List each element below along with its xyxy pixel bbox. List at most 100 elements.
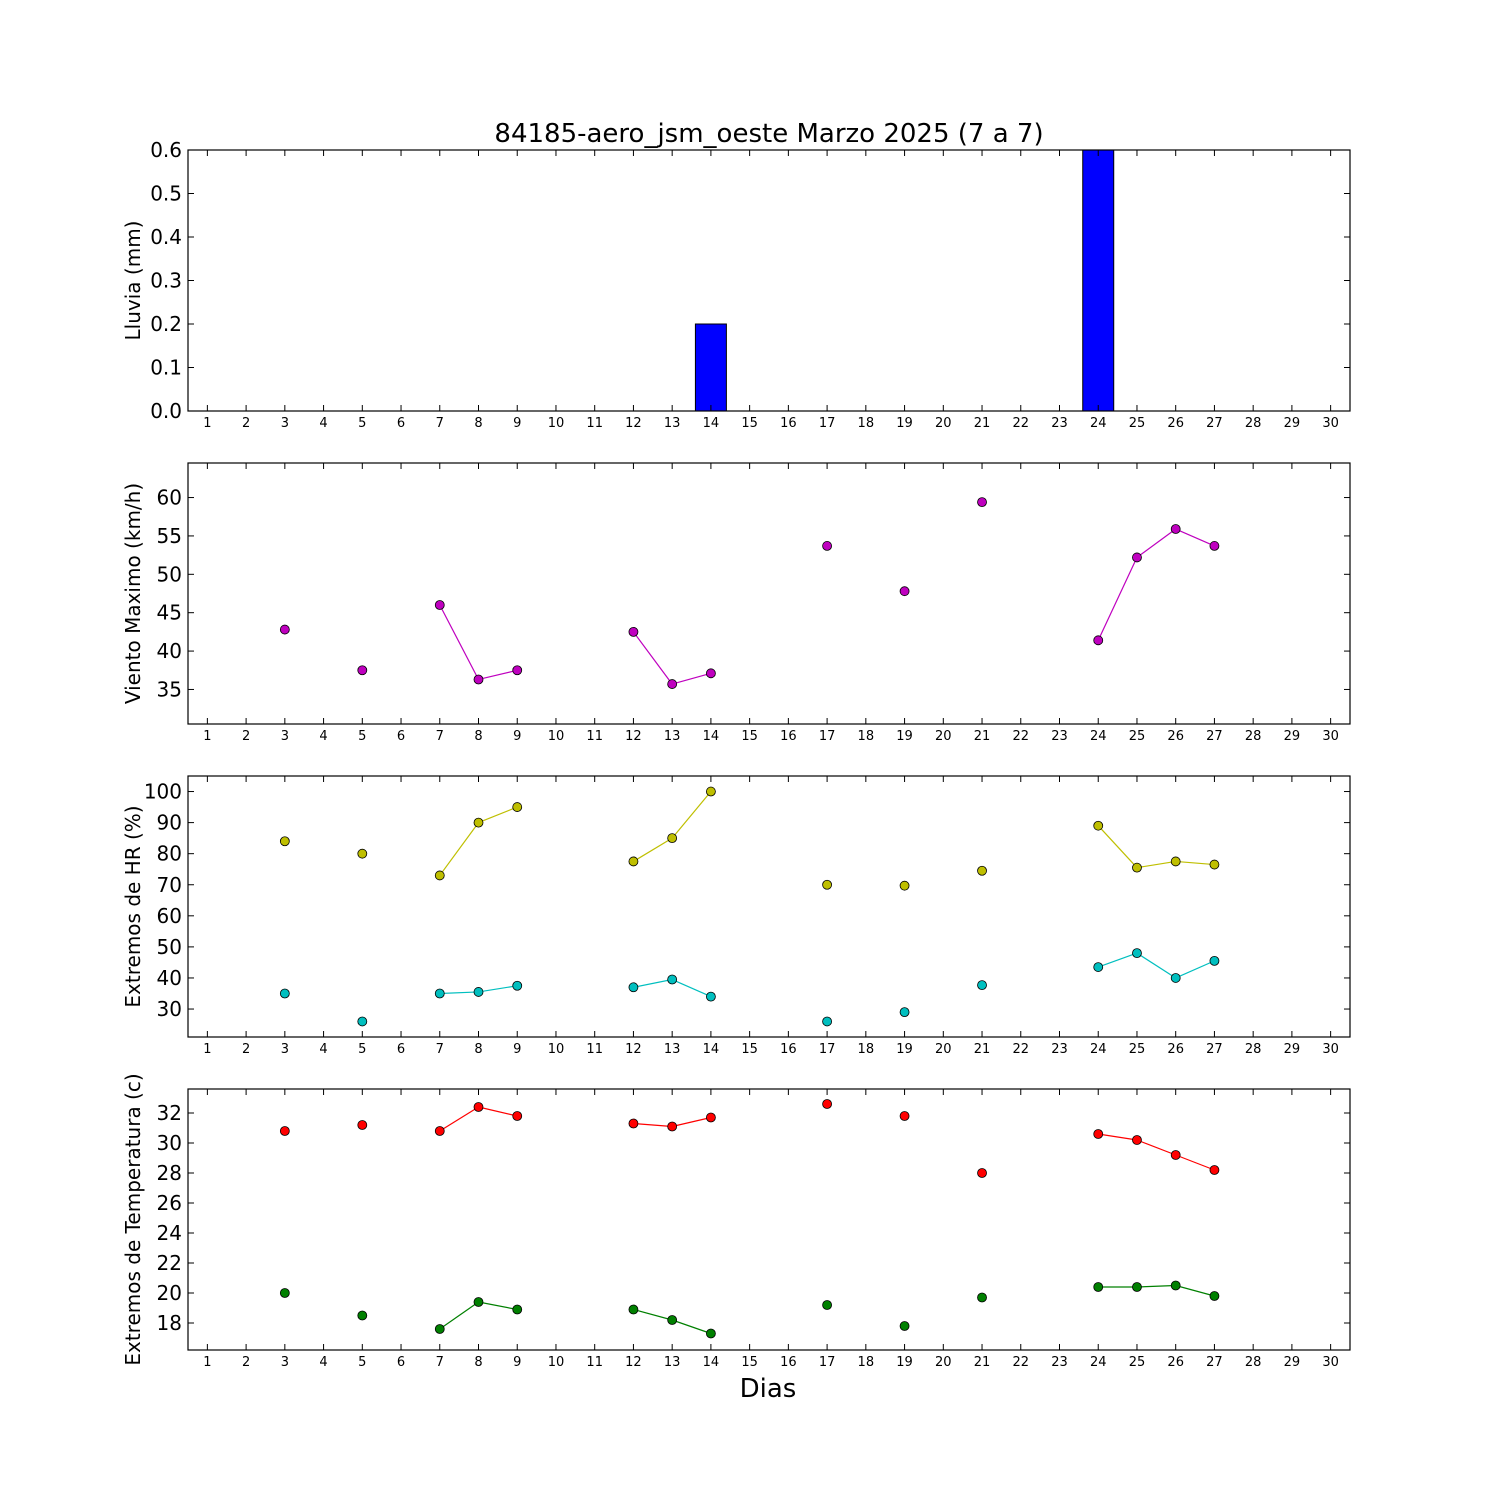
wind-series-0-segment	[1175, 528, 1215, 547]
temperature-x-tick-label: 27	[1206, 1355, 1223, 1370]
wind-series-0-segment	[439, 604, 480, 680]
temperature-series-0-point-day-12	[628, 1118, 639, 1129]
rain-x-tick-label: 20	[935, 416, 952, 431]
wind-x-tick-label: 9	[513, 729, 521, 744]
humidity-x-tick-label: 2	[242, 1042, 250, 1057]
humidity-series-0-segment	[633, 837, 673, 862]
humidity-series-0-point-day-26	[1170, 856, 1181, 867]
temperature-x-tick-label: 21	[974, 1355, 991, 1370]
wind-series-0-segment	[672, 672, 712, 685]
temperature-series-1-point-day-9	[512, 1304, 523, 1315]
wind-x-tick-label: 24	[1090, 729, 1107, 744]
temperature-x-tick-label: 25	[1129, 1355, 1146, 1370]
wind-series-0-segment	[478, 669, 518, 681]
humidity-x-tick-label: 14	[703, 1042, 720, 1057]
rain-y-axis-label: Lluvia (mm)	[121, 221, 145, 341]
humidity-series-0-segment	[1097, 825, 1138, 869]
humidity-series-1-point-day-14	[706, 991, 716, 1002]
temperature-x-tick-label: 28	[1245, 1355, 1262, 1370]
rain-x-tick-label: 17	[819, 416, 836, 431]
temperature-x-tick-label: 14	[703, 1355, 720, 1370]
humidity-x-tick-label: 27	[1206, 1042, 1223, 1057]
temperature-series-1-point-day-21	[977, 1292, 987, 1303]
rain-x-tick-label: 5	[358, 416, 366, 431]
wind-x-tick-label: 13	[664, 729, 681, 744]
humidity-series-1-segment	[478, 985, 518, 993]
humidity-y-tick-label: 70	[157, 873, 182, 897]
wind-y-tick-label: 50	[157, 562, 182, 586]
humidity-y-tick-label: 60	[157, 904, 182, 928]
humidity-series-0-point-day-13	[667, 833, 678, 844]
wind-series-0-point-day-21	[977, 497, 987, 508]
rain-x-tick-label: 27	[1206, 416, 1223, 431]
temperature-series-1-segment	[633, 1308, 673, 1321]
temperature-x-tick-label: 2	[242, 1355, 250, 1370]
humidity-x-tick-label: 9	[513, 1042, 521, 1057]
wind-series-0-segment	[1097, 557, 1138, 641]
temperature-x-tick-label: 8	[474, 1355, 482, 1370]
temperature-series-0-point-day-14	[706, 1112, 716, 1123]
rain-x-tick-label: 6	[397, 416, 405, 431]
temperature-x-tick-label: 16	[780, 1355, 797, 1370]
temperature-series-1-point-day-14	[706, 1328, 716, 1339]
rain-x-tick-label: 2	[242, 416, 250, 431]
temperature-y-tick-label: 30	[157, 1131, 182, 1155]
wind-series-0-point-day-24	[1093, 635, 1104, 646]
temperature-series-0-point-day-21	[977, 1168, 987, 1178]
humidity-x-tick-label: 10	[548, 1042, 565, 1057]
temperature-x-tick-label: 20	[935, 1355, 952, 1370]
humidity-series-1-point-day-9	[512, 980, 523, 991]
rain-y-tick-label: 0.3	[150, 269, 182, 293]
humidity-x-tick-label: 15	[741, 1042, 758, 1057]
humidity-x-tick-label: 21	[974, 1042, 991, 1057]
humidity-series-0-point-day-24	[1093, 820, 1104, 831]
wind-axes-frame	[187, 462, 1351, 725]
humidity-y-tick-label: 40	[157, 966, 182, 990]
humidity-series-1-point-day-7	[434, 988, 445, 999]
humidity-series-0-point-day-7	[434, 870, 445, 881]
rain-x-tick-label: 13	[664, 416, 681, 431]
wind-x-tick-label: 25	[1129, 729, 1146, 744]
rain-y-tick-label: 0.2	[150, 312, 182, 336]
humidity-series-0-segment	[671, 791, 712, 839]
rain-bar-day-24	[1082, 149, 1115, 412]
humidity-series-0-segment	[1175, 860, 1215, 866]
humidity-series-0-point-day-21	[977, 865, 987, 876]
humidity-series-0-point-day-5	[357, 848, 368, 859]
temperature-y-tick-label: 18	[157, 1311, 182, 1335]
temperature-series-1-point-day-27	[1209, 1291, 1220, 1301]
wind-x-tick-label: 2	[242, 729, 250, 744]
humidity-x-tick-label: 20	[935, 1042, 952, 1057]
temperature-series-1-segment	[478, 1301, 518, 1311]
humidity-series-0-point-day-19	[899, 880, 910, 891]
temperature-series-1-point-day-17	[822, 1300, 832, 1310]
temperature-series-1-segment	[671, 1319, 712, 1335]
rain-x-tick-label: 24	[1090, 416, 1107, 431]
rain-x-tick-label: 16	[780, 416, 797, 431]
humidity-series-0-point-day-9	[512, 802, 523, 812]
wind-series-0-point-day-19	[899, 586, 910, 597]
humidity-series-1-segment	[439, 991, 479, 995]
temperature-x-tick-label: 29	[1284, 1355, 1301, 1370]
temperature-x-tick-label: 23	[1051, 1355, 1068, 1370]
temperature-y-tick-label: 20	[157, 1281, 182, 1305]
wind-series-0-point-day-3	[279, 624, 290, 635]
temperature-series-0-segment	[439, 1106, 479, 1132]
humidity-x-tick-label: 7	[436, 1042, 444, 1057]
rain-y-tick-label: 0.5	[150, 182, 182, 206]
humidity-series-1-segment	[1098, 952, 1138, 968]
temperature-series-1-point-day-19	[899, 1321, 910, 1331]
temperature-x-tick-label: 24	[1090, 1355, 1107, 1370]
wind-x-tick-label: 18	[858, 729, 875, 744]
humidity-series-1-point-day-26	[1170, 973, 1181, 983]
temperature-x-tick-label: 6	[397, 1355, 405, 1370]
temperature-y-tick-label: 24	[157, 1221, 182, 1245]
rain-panel: 0.00.10.20.30.40.50.61 2 3 4 5 6 7 8 9 10 11 12 13 14…	[121, 138, 1351, 431]
temperature-series-0-point-day-3	[279, 1126, 290, 1136]
temperature-x-tick-label: 10	[548, 1355, 565, 1370]
humidity-x-tick-label: 28	[1245, 1042, 1262, 1057]
temperature-x-tick-label: 7	[436, 1355, 444, 1370]
